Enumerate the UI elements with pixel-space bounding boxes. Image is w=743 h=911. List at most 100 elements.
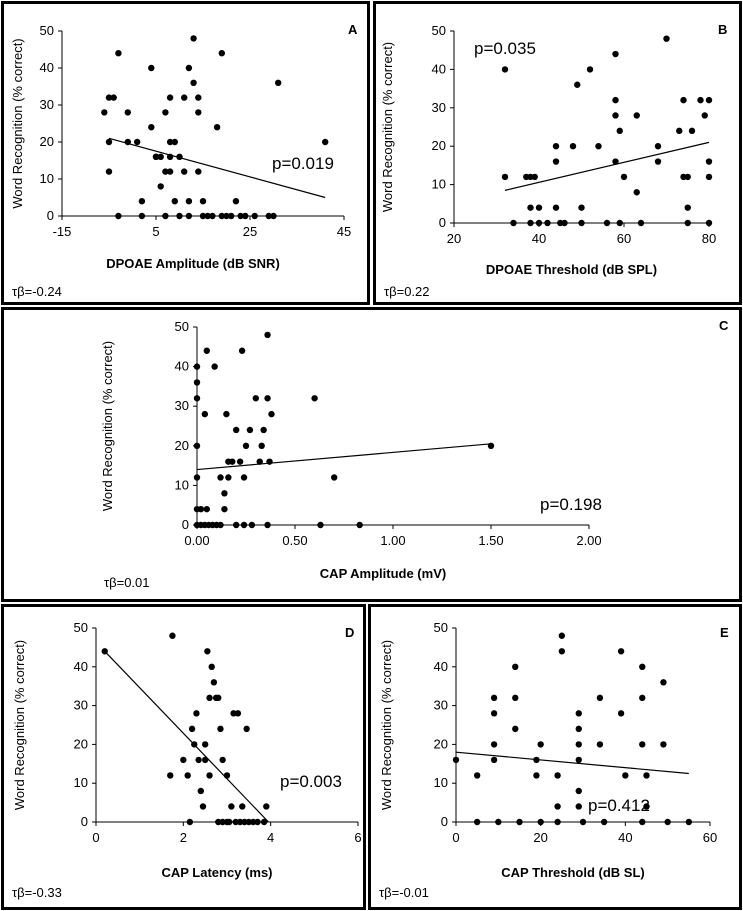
data-point — [240, 521, 248, 529]
data-point — [639, 694, 646, 702]
y-tick-label: 30 — [40, 97, 54, 112]
data-point — [531, 173, 538, 181]
data-point — [612, 50, 619, 58]
x-tick-label: 0 — [92, 830, 99, 845]
data-point — [193, 395, 201, 402]
data-point — [552, 204, 560, 211]
data-point — [223, 212, 230, 220]
x-tick-label: 0.50 — [282, 533, 307, 548]
data-point — [195, 756, 202, 764]
data-point — [575, 741, 582, 748]
y-tick-label: 50 — [74, 620, 88, 635]
data-point — [574, 81, 581, 88]
data-point — [264, 521, 271, 529]
x-tick-label: 45 — [337, 224, 351, 239]
data-point — [537, 818, 544, 826]
data-point — [105, 168, 113, 175]
data-point — [228, 803, 235, 810]
data-point — [527, 219, 534, 227]
data-point — [201, 741, 209, 748]
data-point — [311, 395, 318, 402]
data-point — [223, 410, 230, 418]
data-point — [533, 772, 540, 779]
data-point — [204, 212, 211, 220]
data-point — [331, 474, 338, 481]
data-point — [237, 212, 244, 220]
data-point — [148, 124, 155, 131]
data-point — [680, 96, 687, 104]
data-point — [512, 663, 519, 670]
data-point — [242, 212, 249, 220]
data-point — [246, 426, 254, 434]
data-point — [115, 50, 122, 57]
data-point — [201, 410, 209, 418]
data-point — [199, 212, 207, 220]
data-point — [162, 168, 169, 175]
trend-line — [104, 650, 269, 823]
data-point — [558, 632, 566, 639]
data-point — [586, 66, 594, 73]
panel-b: 0 10 20 30 40 50 20 40 60 80 Word Recognition (% c… — [373, 1, 742, 305]
x-tick-label: 60 — [703, 830, 717, 845]
data-point — [138, 212, 146, 220]
data-point — [254, 818, 261, 826]
data-point — [322, 138, 329, 146]
x-tick-label: 40 — [532, 231, 546, 246]
data-point — [203, 347, 210, 354]
x-axis-label: DPOAE Amplitude (dB SNR) — [106, 256, 280, 271]
data-point — [552, 143, 560, 150]
x-axis-label: DPOAE Threshold (dB SPL) — [486, 262, 657, 277]
data-point — [544, 219, 551, 227]
x-axis-label: CAP Latency (ms) — [161, 865, 272, 880]
data-point — [554, 803, 561, 810]
y-tick-label: 30 — [175, 398, 189, 413]
data-point — [203, 505, 210, 513]
data-point — [654, 158, 662, 165]
data-point — [622, 772, 629, 779]
data-point — [240, 474, 248, 481]
data-point — [228, 212, 235, 220]
tau-beta: τβ=0.22 — [384, 284, 430, 299]
data-point — [612, 96, 619, 104]
data-point — [213, 124, 221, 131]
scatter-plot-e: 0 10 20 30 40 50 0 20 40 60 Word Recognition (% co… — [379, 620, 729, 900]
data-point — [225, 474, 232, 481]
data-point — [233, 521, 240, 529]
data-point — [617, 710, 625, 717]
data-point — [217, 521, 224, 529]
y-tick-label: 40 — [74, 659, 88, 674]
data-point — [176, 212, 183, 220]
x-tick-label: 4 — [267, 830, 274, 845]
data-point — [242, 442, 250, 449]
y-tick-label: 20 — [434, 736, 448, 751]
tau-beta: τβ=-0.01 — [379, 885, 429, 900]
data-point — [162, 212, 169, 220]
data-point — [204, 648, 211, 655]
data-point — [124, 109, 131, 116]
data-point — [639, 818, 646, 826]
y-tick-label: 10 — [432, 177, 446, 192]
data-point — [603, 219, 611, 227]
y-tick-label: 40 — [175, 359, 189, 374]
data-point — [643, 772, 650, 779]
y-tick-label: 30 — [74, 698, 88, 713]
data-point — [684, 204, 691, 211]
data-point — [569, 143, 577, 150]
data-point — [579, 818, 587, 826]
data-point — [199, 198, 207, 205]
data-point — [639, 741, 646, 748]
data-point — [356, 521, 363, 529]
data-point — [617, 648, 625, 655]
data-point — [190, 35, 197, 42]
data-point — [191, 741, 198, 748]
tau-beta: τβ=0.01 — [104, 575, 150, 590]
data-point — [193, 442, 201, 449]
panel-label: E — [720, 625, 729, 640]
data-point — [199, 803, 207, 810]
data-point — [637, 219, 645, 227]
x-tick-label: 20 — [533, 830, 547, 845]
data-point — [487, 442, 495, 449]
data-point — [612, 158, 619, 165]
data-point — [705, 219, 713, 227]
panel-label: C — [719, 318, 729, 333]
